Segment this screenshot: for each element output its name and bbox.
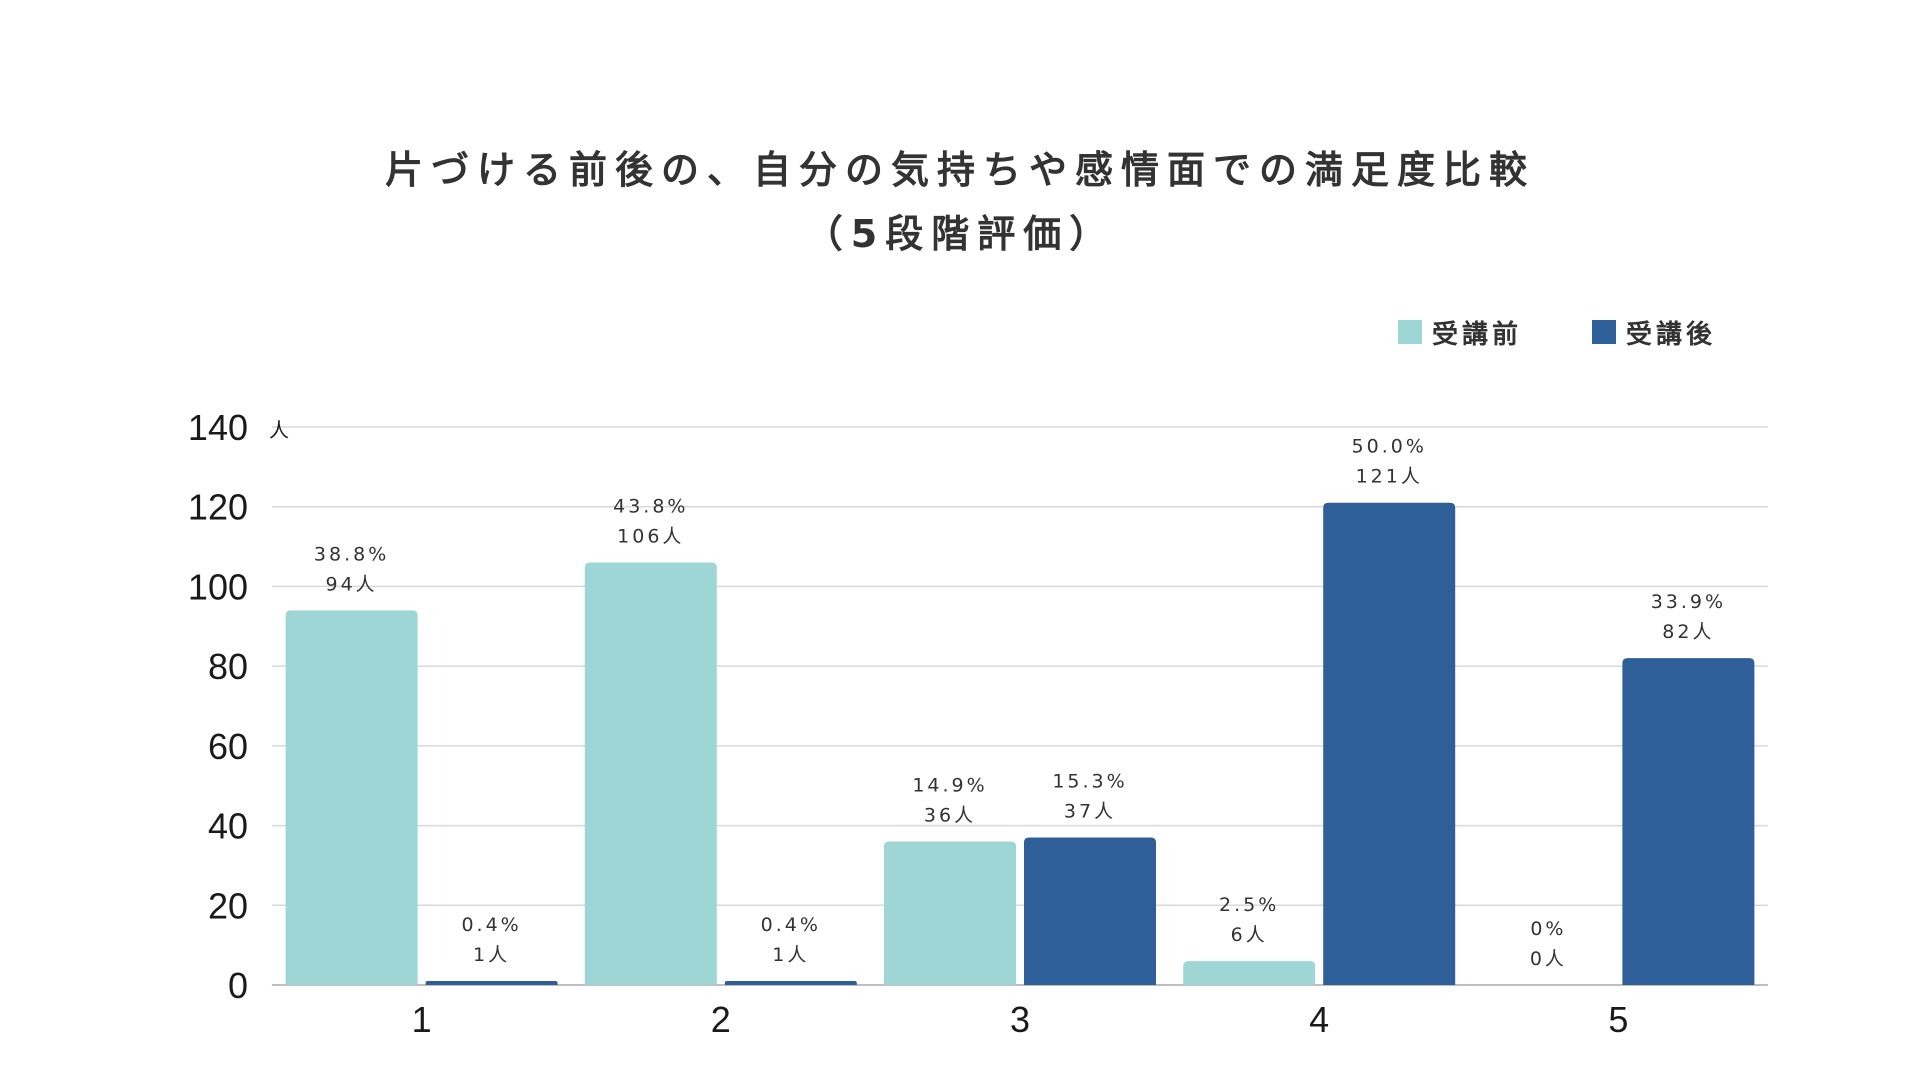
- y-tick-label-100: 100: [188, 566, 248, 607]
- legend-swatch-before: [1398, 320, 1422, 344]
- bar-after-2: [724, 981, 857, 985]
- data-label-percent-before-1: 38.8%: [314, 543, 389, 565]
- y-tick-label-0: 0: [228, 965, 248, 1006]
- data-label-count-before-1: 94人: [326, 573, 378, 595]
- data-label-count-after-1: 1人: [473, 944, 510, 966]
- bar-after-1: [425, 981, 558, 985]
- data-label-percent-after-2: 0.4%: [761, 914, 821, 936]
- chart-title-line-2: （5段階評価）: [804, 212, 1116, 256]
- data-label-percent-after-1: 0.4%: [461, 914, 521, 936]
- x-tick-label-4: 4: [1309, 999, 1329, 1040]
- chart-title: 片づける前後の、自分の気持ちや感情面での満足度比較 （5段階評価）: [0, 138, 1920, 266]
- y-tick-label-20: 20: [208, 885, 248, 926]
- y-tick-label-140: 140: [188, 407, 248, 448]
- data-label-percent-before-4: 2.5%: [1219, 894, 1279, 916]
- bar-after-4: [1323, 502, 1456, 985]
- data-label-percent-before-2: 43.8%: [613, 496, 688, 518]
- data-label-count-before-2: 106人: [617, 526, 684, 548]
- data-labels: 38.8% 94人 0.4% 1人 43.8% 106人 0.4% 1人 14.9% 36人 15.…: [314, 436, 1726, 970]
- legend-label-before: 受講前: [1432, 319, 1523, 350]
- data-label-count-before-3: 36人: [924, 805, 976, 827]
- data-label-percent-before-3: 14.9%: [912, 775, 987, 797]
- bar-after-3: [1024, 837, 1156, 985]
- legend-item-before: 受講前: [1398, 314, 1522, 351]
- y-axis: 0 20 40 60 80 100 120 140 人: [188, 407, 289, 1006]
- data-label-count-after-5: 82人: [1662, 621, 1714, 643]
- x-axis: 1 2 3 4 5: [412, 999, 1629, 1040]
- grid-lines: [272, 426, 1768, 986]
- x-tick-label-5: 5: [1608, 999, 1628, 1040]
- bar-before-1: [285, 610, 418, 985]
- data-label-percent-before-5: 0%: [1530, 918, 1566, 940]
- bar-before-2: [584, 562, 717, 985]
- bar-after-5: [1622, 658, 1755, 985]
- y-tick-label-60: 60: [208, 726, 248, 767]
- data-label-count-after-2: 1人: [772, 944, 809, 966]
- legend: 受講前 受講後: [1398, 314, 1716, 350]
- y-tick-label-80: 80: [208, 646, 248, 687]
- data-label-percent-after-3: 15.3%: [1052, 771, 1127, 793]
- data-label-count-before-5: 0人: [1530, 948, 1567, 970]
- data-label-percent-after-4: 50.0%: [1352, 436, 1427, 458]
- x-tick-label-2: 2: [711, 999, 731, 1040]
- y-unit-label: 人: [269, 418, 289, 442]
- chart-title-line-1: 片づける前後の、自分の気持ちや感情面での満足度比較: [384, 148, 1535, 192]
- y-tick-label-120: 120: [188, 487, 248, 528]
- data-label-percent-after-5: 33.9%: [1651, 591, 1726, 613]
- legend-item-after: 受講後: [1592, 314, 1716, 351]
- bar-before-3: [884, 841, 1016, 985]
- x-tick-label-3: 3: [1010, 999, 1030, 1040]
- legend-swatch-after: [1592, 320, 1617, 344]
- data-label-count-after-4: 121人: [1356, 466, 1423, 488]
- bar-before-4: [1183, 961, 1316, 985]
- data-label-count-after-3: 37人: [1064, 801, 1116, 823]
- bars: [285, 502, 1755, 985]
- y-tick-label-40: 40: [208, 806, 248, 847]
- legend-label-after: 受講後: [1626, 319, 1717, 350]
- data-label-count-before-4: 6人: [1231, 924, 1268, 946]
- x-tick-label-1: 1: [412, 999, 432, 1040]
